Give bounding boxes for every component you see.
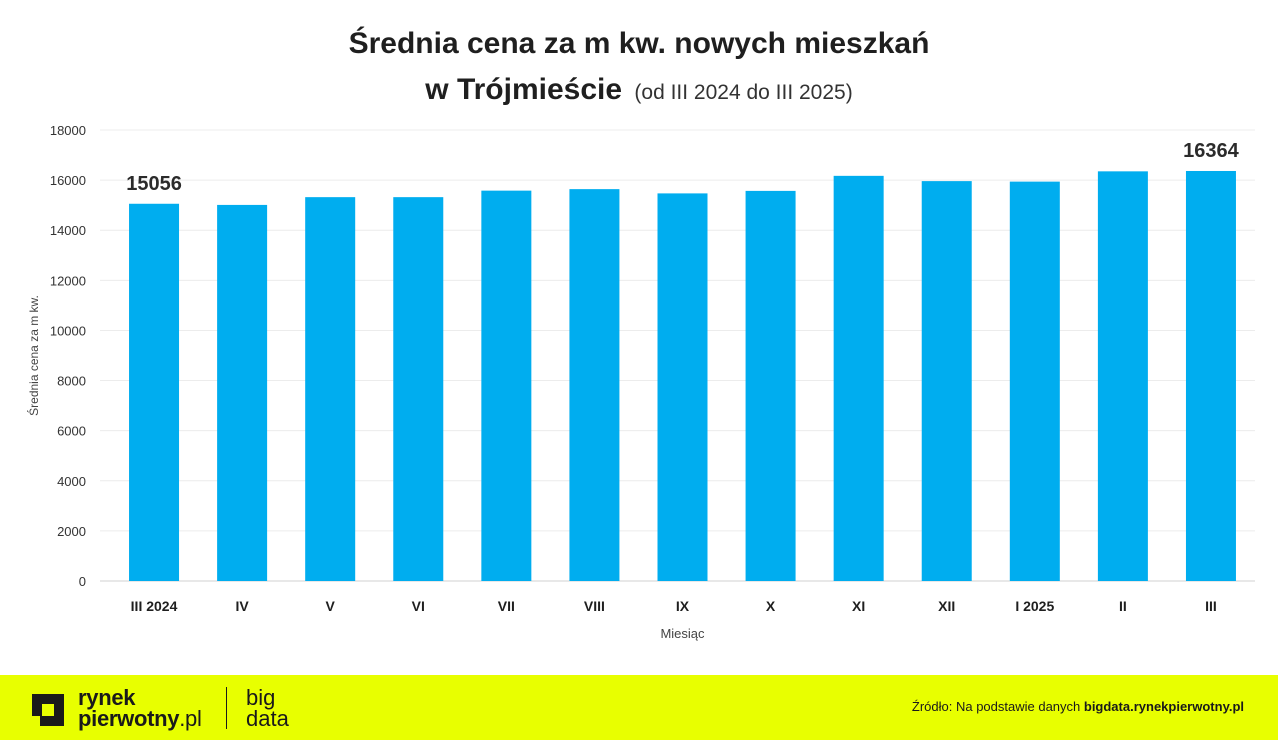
bar xyxy=(1097,171,1148,581)
title-date-range: (od III 2024 do III 2025) xyxy=(634,81,853,104)
y-tick-label: 12000 xyxy=(50,273,86,288)
bigdata-line-1: big xyxy=(246,685,276,710)
x-tick-label: VII xyxy=(498,598,515,614)
x-axis-label: Miesiąc xyxy=(660,626,705,641)
data-label: 16364 xyxy=(1183,140,1239,162)
x-tick-label: V xyxy=(326,598,336,614)
x-tick-label: III 2024 xyxy=(131,598,178,614)
chart-title: Średnia cena za m kw. nowych mieszkań w … xyxy=(0,22,1278,117)
title-city: w Trójmieście xyxy=(425,73,623,106)
source-note: Źródło: Na podstawie danych bigdata.ryne… xyxy=(912,699,1244,714)
x-tick-label: XII xyxy=(938,598,955,614)
bigdata-logo: big data xyxy=(246,685,289,731)
y-tick-label: 2000 xyxy=(57,524,86,539)
logo-divider xyxy=(226,687,227,729)
bar xyxy=(481,190,532,581)
y-tick-label: 14000 xyxy=(50,223,86,238)
y-tick-label: 4000 xyxy=(57,474,86,489)
bar xyxy=(305,197,356,581)
source-link[interactable]: bigdata.rynekpierwotny.pl xyxy=(1083,699,1244,714)
x-tick-label: II xyxy=(1119,598,1127,614)
x-tick-label: XI xyxy=(852,598,865,614)
title-line-1: Średnia cena za m kw. nowych mieszkań xyxy=(348,27,930,60)
rynekpierwotny-logo-icon xyxy=(32,694,64,726)
bar xyxy=(1185,170,1236,581)
title-line-2: w Trójmieście (od III 2024 do III 2025) xyxy=(0,66,1278,117)
source-prefix: Źródło: Na podstawie danych xyxy=(911,699,1084,714)
y-tick-label: 8000 xyxy=(57,374,86,389)
logo-line-1: rynek xyxy=(78,685,136,710)
x-tick-label: I 2025 xyxy=(1015,598,1054,614)
x-tick-label: IX xyxy=(676,598,690,614)
bar xyxy=(745,190,796,581)
y-tick-label: 18000 xyxy=(50,123,86,138)
logo-line-2-main: pierwotny xyxy=(78,706,180,731)
bar xyxy=(569,189,620,581)
data-label: 15056 xyxy=(126,173,182,195)
x-tick-label: III xyxy=(1205,598,1217,614)
y-tick-label: 0 xyxy=(79,574,86,589)
bar xyxy=(393,197,444,581)
y-tick-label: 10000 xyxy=(50,323,86,338)
bigdata-line-2: data xyxy=(246,706,289,731)
x-tick-label: IV xyxy=(235,598,249,614)
logo-suffix: .pl xyxy=(179,706,202,731)
bar xyxy=(833,175,884,581)
footer-bar: rynek pierwotny.pl big data Źródło: Na p… xyxy=(0,675,1278,740)
bar xyxy=(657,193,708,581)
x-tick-label: VIII xyxy=(584,598,605,614)
bar xyxy=(129,203,180,581)
bar xyxy=(921,181,972,581)
x-tick-label: VI xyxy=(412,598,425,614)
bar-chart: 0 2000 4000 6000 8000 10000 12000 14000 16000 180… xyxy=(26,123,1255,641)
bar xyxy=(217,204,268,581)
y-tick-label: 16000 xyxy=(50,173,86,188)
rynekpierwotny-logo: rynek pierwotny.pl xyxy=(78,685,202,731)
y-axis-label: Średnia cena za m kw. xyxy=(26,295,41,416)
y-tick-label: 6000 xyxy=(57,424,86,439)
bar xyxy=(1009,181,1060,581)
x-tick-label: X xyxy=(766,598,776,614)
logo-line-2: pierwotny.pl xyxy=(78,706,202,731)
